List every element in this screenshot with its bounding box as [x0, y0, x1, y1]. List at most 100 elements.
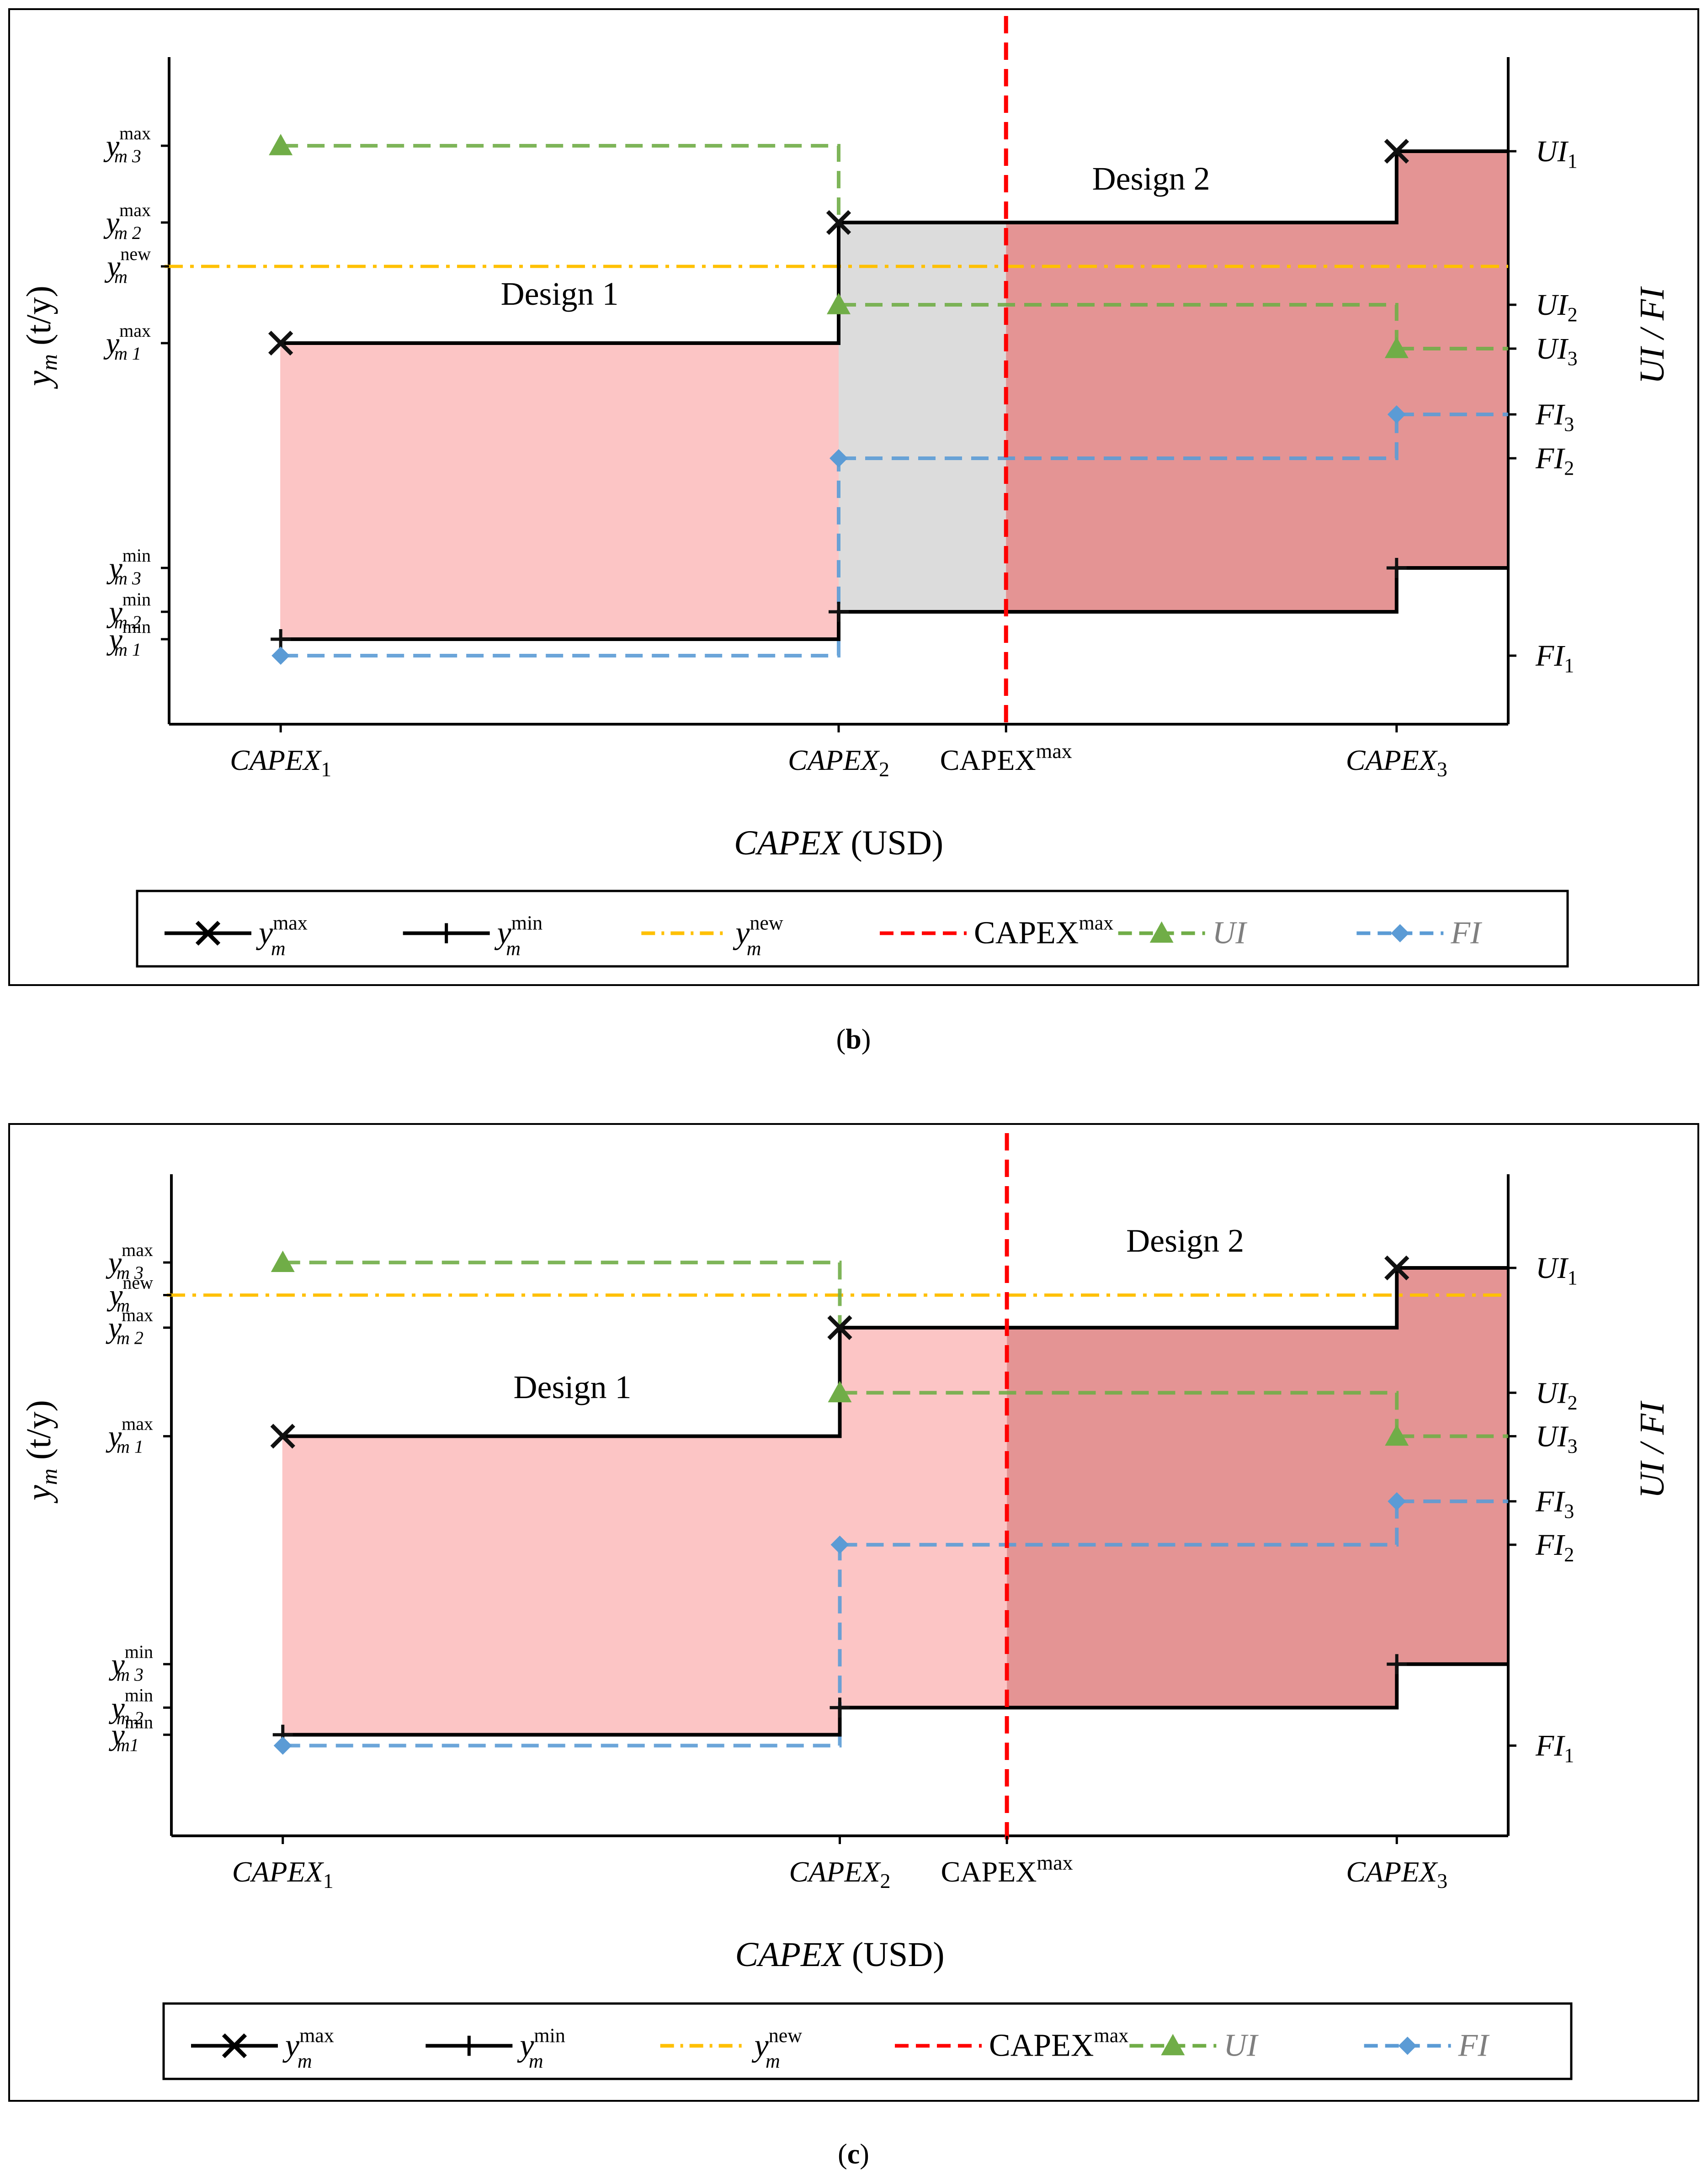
legend-box [136, 890, 1569, 968]
legend-marker-ui [1149, 921, 1174, 943]
x-tick-label-c3: CAPEX3 [1346, 1855, 1447, 1892]
y-tick-label-1: ymax m 3 [106, 1240, 153, 1283]
y-tick-label-4: ymax m 1 [103, 320, 151, 364]
legend-label-ymin: ymin m [517, 2025, 565, 2073]
x-axis-label: CAPEX (USD) [735, 1935, 944, 1974]
y2-tick-label-3: UI3 [1536, 332, 1578, 370]
ymax-marker-3 [1384, 1255, 1409, 1281]
fi-marker-3 [1387, 405, 1406, 424]
legend-marker-ymin [459, 2036, 479, 2056]
legend-label-ynew: ynew m [733, 912, 783, 960]
y-tick-label-6: ymin m 2 [106, 589, 151, 632]
fi-segment-2 [840, 1501, 1399, 1547]
ymin-line [281, 566, 1508, 641]
fi-segment-1 [281, 458, 840, 657]
legend-label-ynew: ynew m [752, 2025, 803, 2073]
ymax-marker-2 [826, 210, 851, 235]
chart-c: Design 1 Design 2 CAPEX1 CAPEX2 CAPEXmax CAPE… [20, 1133, 1671, 2080]
x-tick-label-c1: CAPEX1 [232, 1855, 334, 1892]
legend-label-capex_max: CAPEXmax [989, 2025, 1128, 2063]
y-tick-label-1: ymax m 3 [103, 123, 151, 166]
y2-tick-label-3: UI3 [1536, 1420, 1578, 1457]
y2-tick-label-5: FI2 [1535, 1528, 1574, 1566]
ui-marker-1 [269, 134, 293, 155]
y2-tick-label-2: UI2 [1536, 1376, 1578, 1414]
y-tick-label-3: ynew m [104, 244, 151, 287]
legend-label-fi: FI [1450, 916, 1483, 951]
ymax-line [281, 149, 1508, 345]
x-axis-label: CAPEX (USD) [734, 824, 943, 862]
ymin-marker-2 [829, 602, 849, 622]
ymax-line [282, 1266, 1508, 1438]
y-tick-label-7: ymin m1 [108, 1712, 153, 1755]
fi-marker-2 [830, 1535, 849, 1554]
design2-fill [1007, 1268, 1508, 1708]
design1-fill [281, 343, 839, 639]
legend-marker-fi [1398, 2036, 1417, 2055]
fi-marker-1 [271, 647, 290, 665]
design-label-2: Design 2 [1126, 1222, 1244, 1259]
x-tick-label-c2: CAPEX2 [788, 744, 889, 781]
legend-label-capex_max: CAPEXmax [974, 912, 1113, 951]
x-tick-label-cm: CAPEXmax [940, 739, 1072, 776]
fi-marker-2 [830, 449, 848, 467]
y2-tick-label-5: FI2 [1535, 442, 1574, 479]
ymax-marker-1 [268, 330, 293, 356]
ymin-marker-2 [830, 1697, 850, 1718]
y2-tick-label-6: FI1 [1535, 1729, 1574, 1766]
ui-segment-2 [839, 303, 1399, 349]
ymin-marker-3 [1386, 558, 1407, 578]
ui-marker-1 [271, 1251, 295, 1272]
legend-label-ymax: ymax m [282, 2025, 334, 2073]
x-tick-label-c2: CAPEX2 [789, 1855, 890, 1892]
panel-b-caption: (b) [836, 1024, 871, 1055]
design-label-2: Design 2 [1092, 160, 1210, 197]
ui-marker-3 [1384, 337, 1409, 358]
ui-segment-2 [840, 1391, 1399, 1437]
y2-tick-label-1: UI1 [1536, 135, 1578, 172]
legend-marker-ui [1161, 2034, 1185, 2056]
mid-fill [840, 1327, 1007, 1708]
ui-marker-2 [828, 1381, 852, 1403]
y2-tick-label-4: FI3 [1535, 1485, 1574, 1522]
y2-axis-label: UI / FI [1633, 1400, 1671, 1499]
y-axis-label: ym (t/y) [20, 1400, 62, 1504]
legend-label-ymax: ymax m [256, 912, 308, 960]
y-tick-label-4: ymax m 1 [106, 1413, 153, 1457]
x-tick-label-c1: CAPEX1 [230, 744, 331, 781]
ui-marker-3 [1385, 1424, 1409, 1446]
design-label-1: Design 1 [501, 276, 619, 312]
legend-label-ui: UI [1212, 916, 1248, 951]
y2-tick-label-1: UI1 [1536, 1251, 1578, 1289]
legend-label-ymin: ymin m [495, 912, 543, 960]
y2-tick-label-2: UI2 [1536, 288, 1578, 326]
fi-segment-1 [282, 1544, 842, 1748]
ymax-marker-1 [270, 1424, 295, 1449]
y-tick-label-3: ymax m 2 [106, 1305, 153, 1348]
panel-c-caption: (c) [838, 2139, 869, 2170]
design1-fill [282, 1436, 840, 1735]
y-tick-label-6: ymin m 2 [108, 1685, 153, 1728]
y2-tick-label-6: FI1 [1535, 639, 1574, 677]
ymax-marker-3 [1384, 138, 1409, 164]
ymax-marker-2 [827, 1315, 852, 1340]
legend-marker-ymax [195, 921, 221, 946]
fi-marker-3 [1388, 1492, 1406, 1511]
legend-marker-ymin [436, 923, 457, 944]
ymin-marker-3 [1387, 1654, 1407, 1675]
y-tick-label-5: ymin m 3 [108, 1641, 153, 1685]
legend-label-fi: FI [1458, 2028, 1490, 2063]
fi-segment-2 [839, 414, 1399, 460]
x-tick-label-cm: CAPEXmax [941, 1851, 1073, 1888]
legend-marker-fi [1391, 924, 1409, 943]
y-tick-label-2: ymax m 2 [103, 200, 151, 243]
y-tick-label-5: ymin m 3 [106, 545, 151, 588]
x-tick-label-c3: CAPEX3 [1346, 744, 1447, 781]
ymin-marker-1 [271, 629, 291, 649]
y-tick-label-7: ymin m 1 [106, 616, 151, 660]
ui-marker-2 [827, 293, 851, 314]
fi-marker-1 [273, 1736, 292, 1755]
design-label-1: Design 1 [514, 1369, 632, 1405]
